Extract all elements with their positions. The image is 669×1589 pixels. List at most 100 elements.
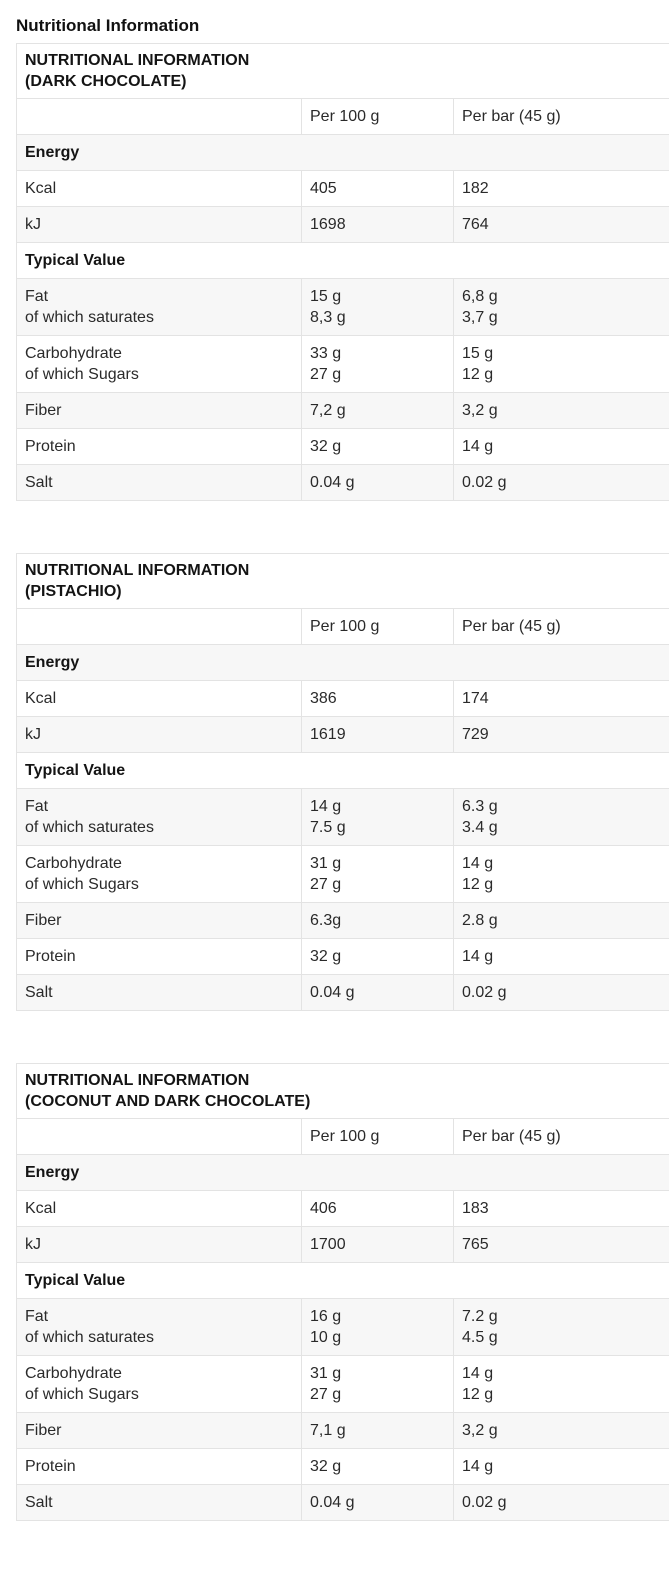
value-line1: 6.3 g (462, 796, 661, 817)
row-label: Fat of which saturates (17, 789, 302, 846)
row-label: kJ (17, 207, 302, 243)
section-row-energy: Energy (17, 645, 669, 681)
row-label-line2: of which saturates (25, 1327, 293, 1348)
value-line1: 14 g (310, 796, 445, 817)
value-per-bar: 6.3 g 3.4 g (454, 789, 669, 846)
value-per-100g: 31 g 27 g (302, 846, 454, 903)
table-title-line1: NUTRITIONAL INFORMATION (25, 560, 661, 581)
section-row-typical-value: Typical Value (17, 1263, 669, 1299)
row-label: Carbohydrate of which Sugars (17, 336, 302, 393)
value-per-bar: 2.8 g (454, 903, 669, 939)
table-title: NUTRITIONAL INFORMATION (PISTACHIO) (17, 554, 669, 609)
col-header-per-100g: Per 100 g (302, 1119, 454, 1155)
value-line2: 27 g (310, 874, 445, 895)
table-row-kj: kJ 1698 764 (17, 207, 669, 243)
row-label: Salt (17, 975, 302, 1011)
table-row-fiber: Fiber 7,2 g 3,2 g (17, 393, 669, 429)
row-label: Kcal (17, 171, 302, 207)
value-line2: 12 g (462, 364, 661, 385)
table-title-row: NUTRITIONAL INFORMATION (DARK CHOCOLATE) (17, 44, 669, 99)
table-row-protein: Protein 32 g 14 g (17, 429, 669, 465)
section-label-energy: Energy (17, 135, 669, 171)
value-per-bar: 729 (454, 717, 669, 753)
row-label: Fat of which saturates (17, 1299, 302, 1356)
value-line1: 31 g (310, 1363, 445, 1384)
table-row-salt: Salt 0.04 g 0.02 g (17, 975, 669, 1011)
table-row-kcal: Kcal 406 183 (17, 1191, 669, 1227)
value-line1: 14 g (462, 853, 661, 874)
table-row-kcal: Kcal 405 182 (17, 171, 669, 207)
value-per-bar: 765 (454, 1227, 669, 1263)
row-label: Kcal (17, 681, 302, 717)
value-line2: 3,7 g (462, 307, 661, 328)
row-label-line1: Fat (25, 286, 293, 307)
table-title-line1: NUTRITIONAL INFORMATION (25, 1070, 661, 1091)
section-label-energy: Energy (17, 1155, 669, 1191)
table-row-kcal: Kcal 386 174 (17, 681, 669, 717)
table-title-line2: (PISTACHIO) (25, 581, 661, 602)
value-line2: 7.5 g (310, 817, 445, 838)
column-header-row: Per 100 g Per bar (45 g) (17, 609, 669, 645)
section-label-typical-value: Typical Value (17, 753, 669, 789)
value-line1: 33 g (310, 343, 445, 364)
column-header-row: Per 100 g Per bar (45 g) (17, 99, 669, 135)
value-line1: 7.2 g (462, 1306, 661, 1327)
table-row-salt: Salt 0.04 g 0.02 g (17, 465, 669, 501)
section-label-typical-value: Typical Value (17, 1263, 669, 1299)
table-row-fiber: Fiber 6.3g 2.8 g (17, 903, 669, 939)
value-per-100g: 1700 (302, 1227, 454, 1263)
value-per-bar: 3,2 g (454, 1413, 669, 1449)
col-header-per-100g: Per 100 g (302, 99, 454, 135)
row-label-line1: Carbohydrate (25, 343, 293, 364)
row-label: Salt (17, 465, 302, 501)
page-title: Nutritional Information (16, 16, 669, 36)
value-per-bar: 6,8 g 3,7 g (454, 279, 669, 336)
value-per-100g: 7,1 g (302, 1413, 454, 1449)
value-per-100g: 14 g 7.5 g (302, 789, 454, 846)
value-line2: 10 g (310, 1327, 445, 1348)
value-line2: 12 g (462, 1384, 661, 1405)
value-line1: 31 g (310, 853, 445, 874)
row-label-line2: of which Sugars (25, 874, 293, 895)
table-row-fat: Fat of which saturates 16 g 10 g 7.2 g 4… (17, 1299, 669, 1356)
value-per-bar: 764 (454, 207, 669, 243)
empty-corner-cell (17, 99, 302, 135)
section-row-energy: Energy (17, 1155, 669, 1191)
value-per-100g: 32 g (302, 1449, 454, 1485)
value-line2: 27 g (310, 1384, 445, 1405)
col-header-per-100g: Per 100 g (302, 609, 454, 645)
value-per-100g: 0.04 g (302, 465, 454, 501)
value-line1: 16 g (310, 1306, 445, 1327)
row-label: Fiber (17, 393, 302, 429)
table-title-line1: NUTRITIONAL INFORMATION (25, 50, 661, 71)
value-per-100g: 0.04 g (302, 1485, 454, 1521)
section-label-typical-value: Typical Value (17, 243, 669, 279)
section-row-typical-value: Typical Value (17, 243, 669, 279)
value-per-bar: 3,2 g (454, 393, 669, 429)
col-header-per-bar: Per bar (45 g) (454, 609, 669, 645)
row-label: Fiber (17, 1413, 302, 1449)
row-label-line2: of which Sugars (25, 364, 293, 385)
row-label: Protein (17, 939, 302, 975)
value-per-100g: 31 g 27 g (302, 1356, 454, 1413)
value-per-100g: 15 g 8,3 g (302, 279, 454, 336)
value-per-100g: 1619 (302, 717, 454, 753)
row-label-line1: Fat (25, 796, 293, 817)
row-label: Protein (17, 1449, 302, 1485)
value-per-bar: 182 (454, 171, 669, 207)
value-per-100g: 1698 (302, 207, 454, 243)
empty-corner-cell (17, 1119, 302, 1155)
table-title: NUTRITIONAL INFORMATION (COCONUT AND DAR… (17, 1064, 669, 1119)
section-row-typical-value: Typical Value (17, 753, 669, 789)
value-line2: 3.4 g (462, 817, 661, 838)
table-row-kj: kJ 1619 729 (17, 717, 669, 753)
value-per-100g: 406 (302, 1191, 454, 1227)
value-per-bar: 15 g 12 g (454, 336, 669, 393)
row-label: Protein (17, 429, 302, 465)
row-label-line2: of which Sugars (25, 1384, 293, 1405)
value-line1: 14 g (462, 1363, 661, 1384)
value-line2: 8,3 g (310, 307, 445, 328)
value-per-100g: 405 (302, 171, 454, 207)
table-title-row: NUTRITIONAL INFORMATION (PISTACHIO) (17, 554, 669, 609)
nutrition-table-coconut-dark-chocolate: NUTRITIONAL INFORMATION (COCONUT AND DAR… (16, 1063, 669, 1521)
